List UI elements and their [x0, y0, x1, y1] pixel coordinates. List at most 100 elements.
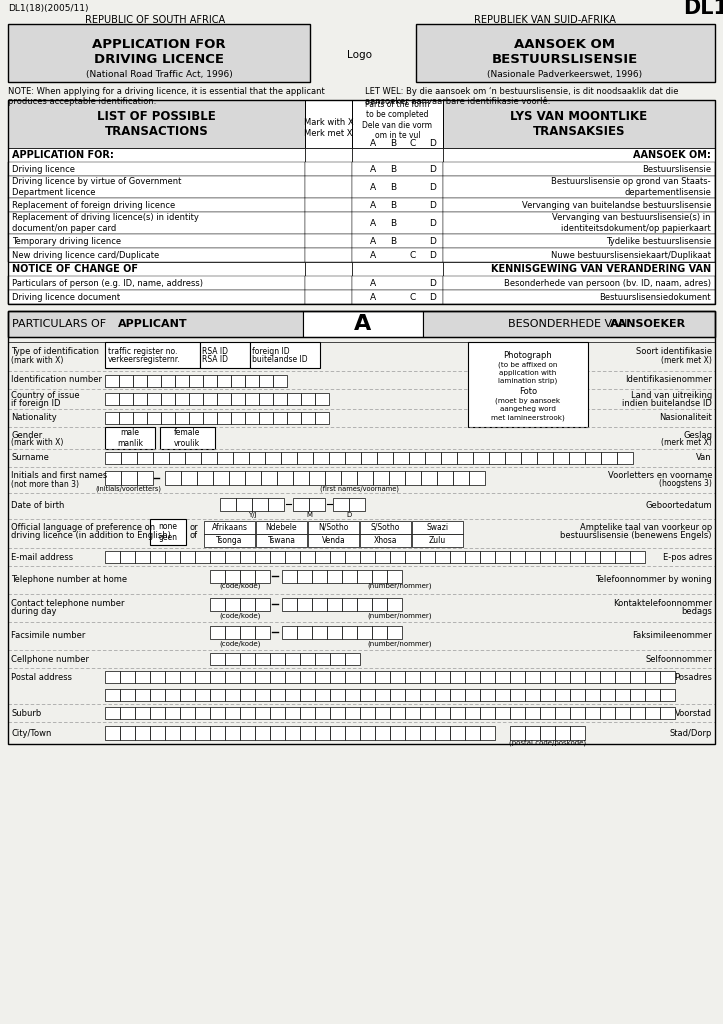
Text: (hoogstens 3): (hoogstens 3): [659, 479, 712, 488]
Text: B: B: [390, 237, 396, 246]
Bar: [180, 726, 195, 740]
Text: Voorletters en voorname: Voorletters en voorname: [607, 471, 712, 480]
Text: Driving licence by virtue of Government
Department licence: Driving licence by virtue of Government …: [12, 177, 181, 197]
Bar: [270, 707, 285, 719]
Text: Driving licence: Driving licence: [12, 165, 75, 173]
Bar: [660, 689, 675, 701]
Text: (number/nommer): (number/nommer): [368, 612, 432, 620]
Bar: [255, 707, 270, 719]
Bar: [285, 653, 300, 665]
Text: male
manlik: male manlik: [117, 428, 143, 447]
Bar: [305, 176, 352, 198]
Text: C: C: [410, 293, 416, 301]
Bar: [204, 521, 255, 534]
Bar: [525, 707, 540, 719]
Bar: [443, 198, 715, 212]
Bar: [308, 534, 359, 547]
Bar: [120, 726, 135, 740]
Text: Logo: Logo: [348, 50, 372, 60]
Bar: [615, 689, 630, 701]
Text: A: A: [370, 201, 376, 210]
Bar: [435, 726, 450, 740]
Bar: [357, 626, 372, 639]
Text: A: A: [370, 182, 376, 191]
Bar: [105, 342, 200, 368]
Bar: [555, 707, 570, 719]
Bar: [420, 671, 435, 683]
Text: Tsonga: Tsonga: [216, 536, 243, 545]
Bar: [390, 707, 405, 719]
Text: (code/kode): (code/kode): [219, 612, 261, 620]
Bar: [252, 498, 268, 511]
Bar: [505, 452, 521, 464]
Bar: [450, 689, 465, 701]
Bar: [273, 412, 287, 424]
Bar: [259, 412, 273, 424]
Bar: [105, 452, 121, 464]
Bar: [352, 198, 443, 212]
Bar: [240, 626, 255, 639]
Bar: [301, 412, 315, 424]
Bar: [150, 551, 165, 563]
Text: of: of: [190, 531, 198, 541]
Bar: [443, 100, 715, 148]
Text: Soort identifikasie: Soort identifikasie: [636, 346, 712, 355]
Text: Postal address: Postal address: [11, 673, 72, 682]
Bar: [265, 452, 281, 464]
Bar: [268, 498, 284, 511]
Bar: [195, 551, 210, 563]
Bar: [240, 653, 255, 665]
Bar: [569, 452, 585, 464]
Bar: [390, 551, 405, 563]
Bar: [443, 248, 715, 262]
Bar: [409, 452, 425, 464]
Text: LYS VAN MOONTLIKE
TRANSAKSIES: LYS VAN MOONTLIKE TRANSAKSIES: [510, 110, 648, 138]
Bar: [315, 551, 330, 563]
Text: D: D: [429, 237, 437, 246]
Bar: [231, 375, 245, 387]
Bar: [495, 689, 510, 701]
Bar: [175, 393, 189, 406]
Bar: [480, 551, 495, 563]
Bar: [352, 148, 443, 162]
Bar: [375, 726, 390, 740]
Text: Tswana: Tswana: [268, 536, 296, 545]
Bar: [342, 598, 357, 611]
Bar: [245, 375, 259, 387]
Text: N/Sotho: N/Sotho: [318, 523, 348, 532]
Bar: [372, 570, 387, 583]
Text: B: B: [390, 138, 396, 147]
Bar: [480, 689, 495, 701]
Bar: [387, 570, 402, 583]
Bar: [601, 452, 617, 464]
Bar: [180, 671, 195, 683]
Text: Foto: Foto: [519, 387, 537, 396]
Bar: [645, 671, 660, 683]
Text: APPLICATION FOR
DRIVING LICENCE: APPLICATION FOR DRIVING LICENCE: [93, 38, 226, 66]
Text: E-pos adres: E-pos adres: [663, 553, 712, 561]
Text: (mark with X): (mark with X): [11, 438, 64, 447]
Bar: [345, 653, 360, 665]
Text: (merk met X): (merk met X): [661, 438, 712, 447]
Bar: [121, 471, 137, 485]
Text: Selfoonnommer: Selfoonnommer: [645, 654, 712, 664]
Bar: [282, 598, 297, 611]
Bar: [443, 290, 715, 304]
Text: Kontaktelefoonnommer: Kontaktelefoonnommer: [613, 598, 712, 607]
Bar: [465, 707, 480, 719]
Bar: [105, 707, 120, 719]
Bar: [165, 726, 180, 740]
Bar: [281, 452, 297, 464]
Bar: [137, 452, 153, 464]
Bar: [293, 471, 309, 485]
Bar: [245, 393, 259, 406]
Bar: [615, 671, 630, 683]
Bar: [345, 551, 360, 563]
Text: LIST OF POSSIBLE
TRANSACTIONS: LIST OF POSSIBLE TRANSACTIONS: [97, 110, 216, 138]
Bar: [393, 452, 409, 464]
Bar: [240, 671, 255, 683]
Bar: [510, 671, 525, 683]
Text: DL1: DL1: [683, 0, 723, 18]
Bar: [630, 689, 645, 701]
Bar: [250, 342, 320, 368]
